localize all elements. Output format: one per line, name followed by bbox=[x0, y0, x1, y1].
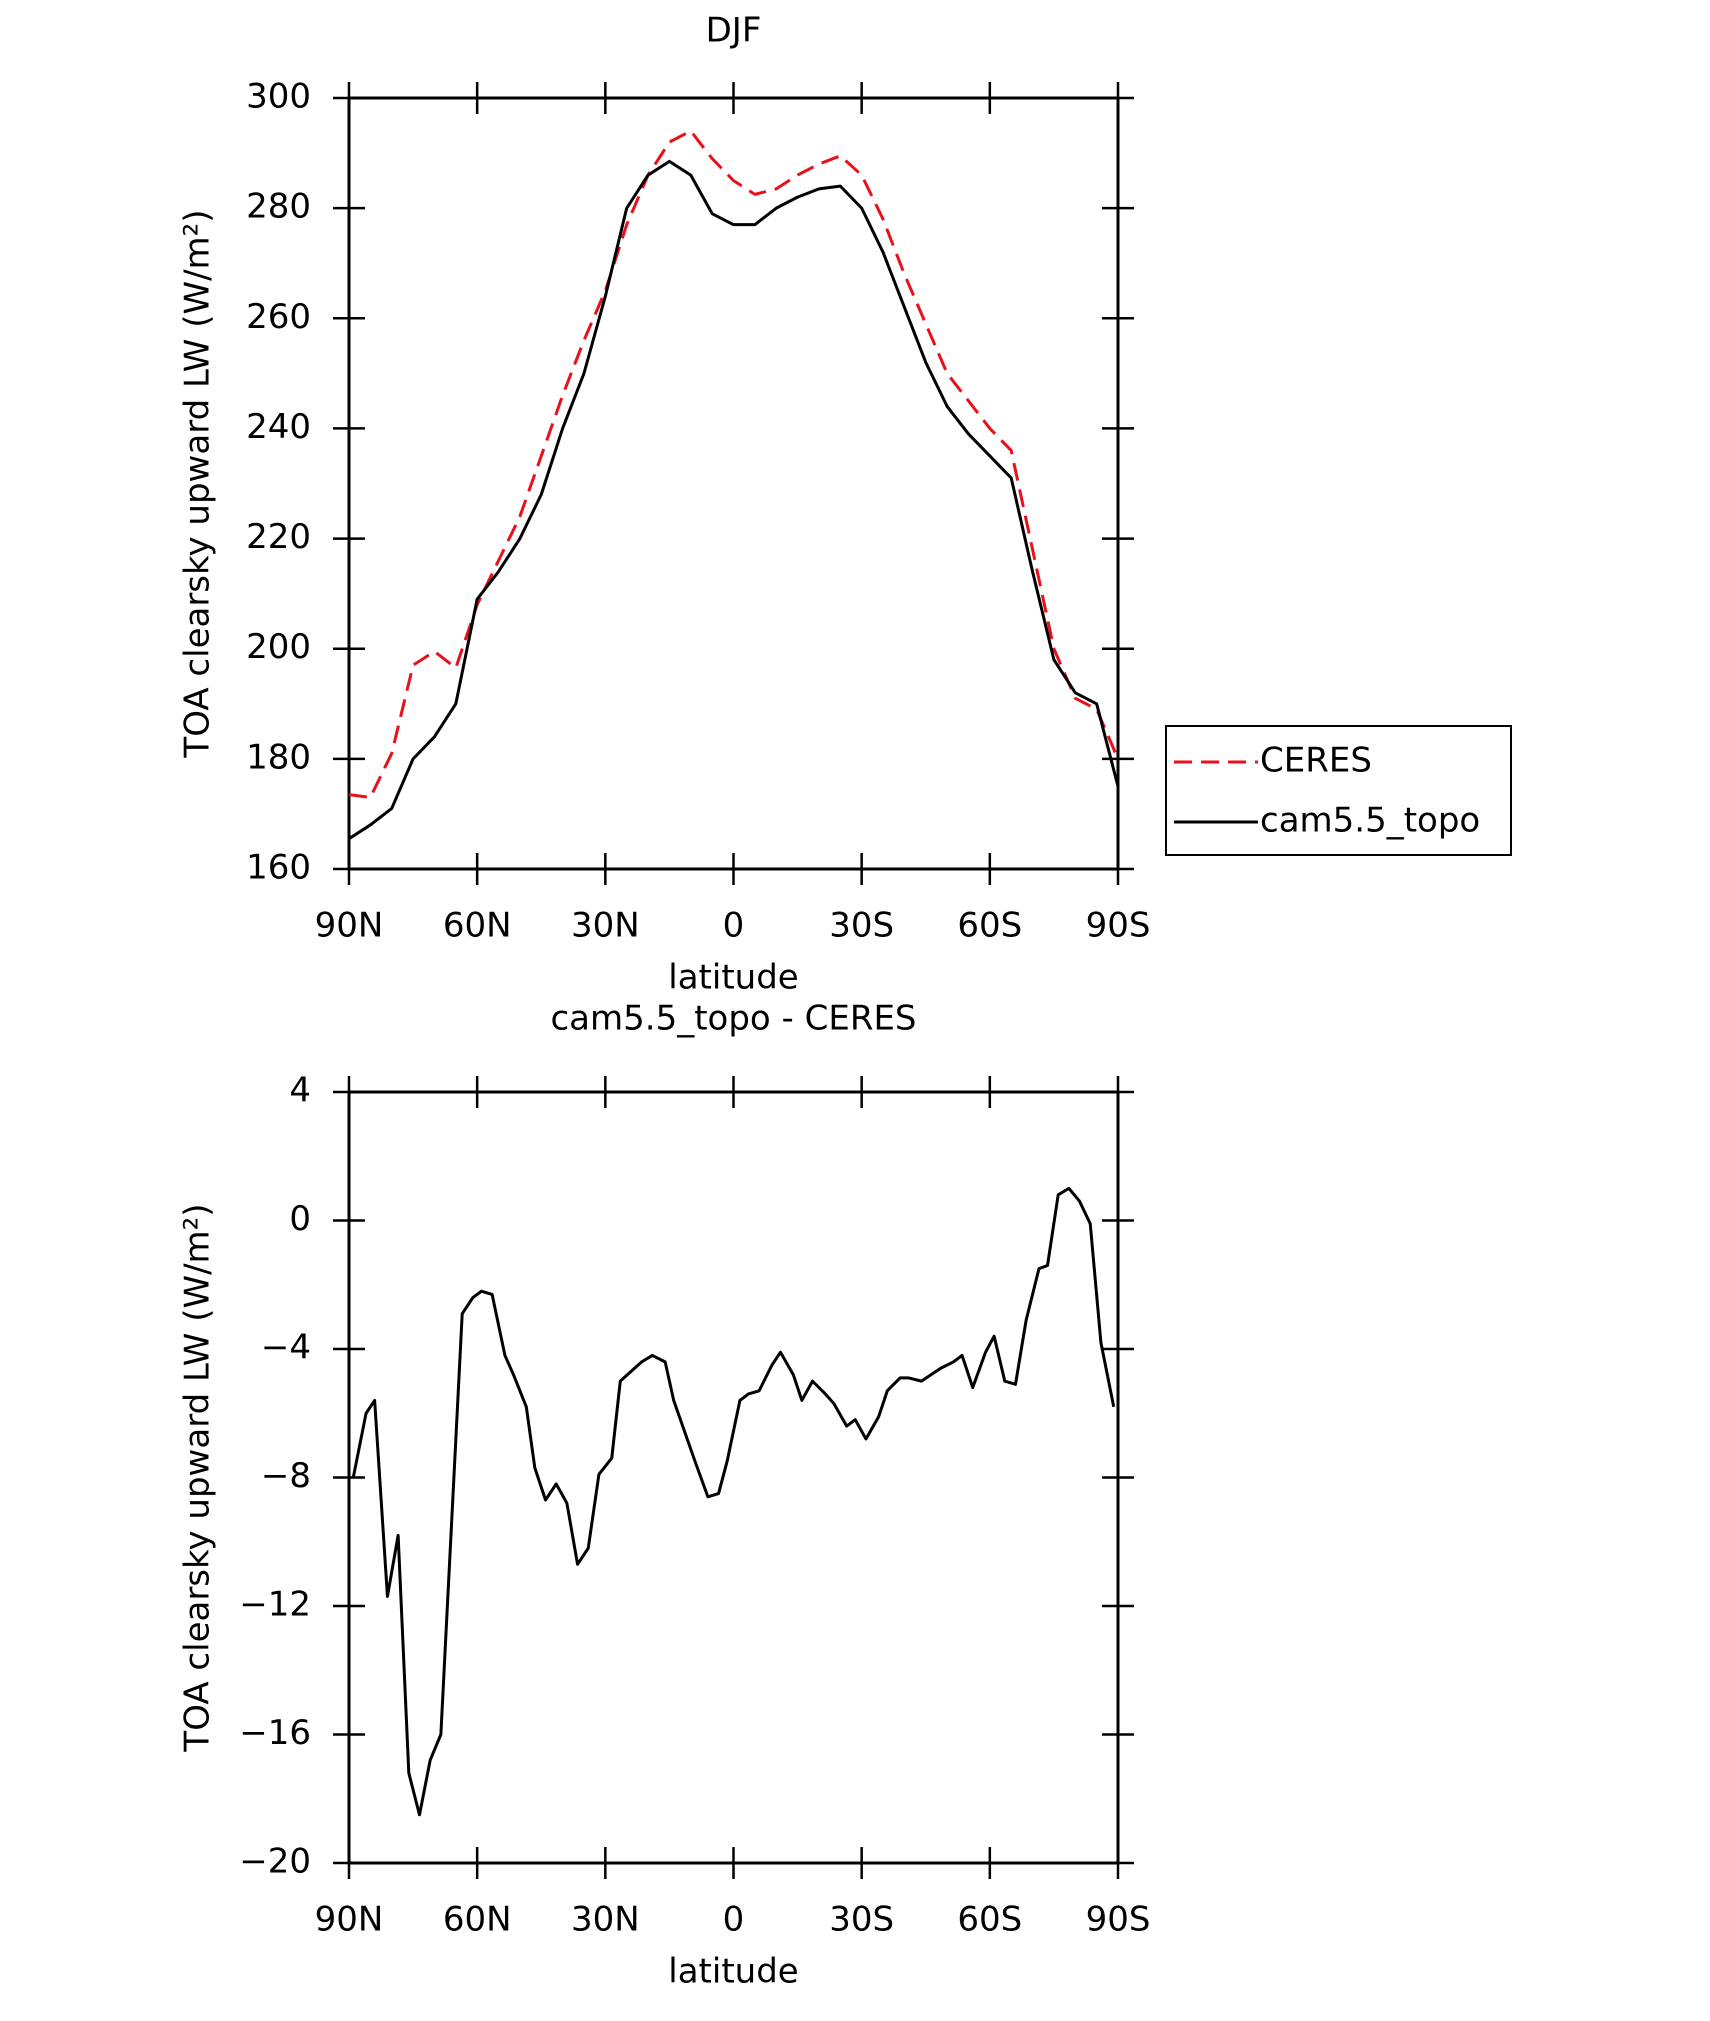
legend-label: cam5.5_topo bbox=[1260, 801, 1480, 841]
y-tick-label: 220 bbox=[246, 517, 311, 557]
y-tick-label: 280 bbox=[246, 187, 311, 227]
x-tick-label: 60S bbox=[957, 1900, 1022, 1940]
y-tick-label: 160 bbox=[246, 848, 311, 888]
x-tick-label: 90N bbox=[315, 1900, 384, 1940]
x-tick-label: 60N bbox=[443, 1900, 512, 1940]
x-tick-label: 90S bbox=[1086, 906, 1151, 946]
legend-box bbox=[1165, 725, 1512, 856]
y-tick-label: −4 bbox=[261, 1328, 311, 1368]
y-tick-label: 0 bbox=[289, 1199, 311, 1239]
y-tick-label: −12 bbox=[239, 1585, 311, 1625]
y-axis-label: TOA clearsky upward LW (W/m²) bbox=[178, 1203, 218, 1752]
chart-title: cam5.5_topo - CERES bbox=[550, 999, 916, 1039]
y-tick-label: −20 bbox=[239, 1842, 311, 1882]
x-tick-label: 30N bbox=[571, 1900, 640, 1940]
y-axis-label: TOA clearsky upward LW (W/m²) bbox=[178, 209, 218, 758]
plot-frame bbox=[347, 1090, 1120, 1865]
x-axis-label: latitude bbox=[668, 1952, 798, 1992]
legend-label: CERES bbox=[1260, 741, 1372, 781]
plot-frame bbox=[347, 96, 1120, 871]
y-tick-label: 240 bbox=[246, 407, 311, 447]
x-tick-label: 90S bbox=[1086, 1900, 1151, 1940]
x-tick-label: 60S bbox=[957, 906, 1022, 946]
y-tick-label: 260 bbox=[246, 297, 311, 337]
y-tick-label: 180 bbox=[246, 737, 311, 777]
x-tick-label: 30S bbox=[829, 906, 894, 946]
data-line bbox=[348, 129, 1120, 799]
x-tick-label: 60N bbox=[443, 906, 512, 946]
y-tick-label: 4 bbox=[289, 1071, 311, 1111]
x-tick-label: 90N bbox=[315, 906, 384, 946]
x-tick-label: 0 bbox=[723, 906, 745, 946]
data-line bbox=[351, 1186, 1116, 1817]
x-axis-label: latitude bbox=[668, 958, 798, 998]
y-tick-label: −8 bbox=[261, 1456, 311, 1496]
y-tick-label: −16 bbox=[239, 1713, 311, 1753]
chart-title: DJF bbox=[706, 11, 762, 51]
y-tick-label: 300 bbox=[246, 77, 311, 117]
x-tick-label: 30S bbox=[829, 1900, 894, 1940]
y-tick-label: 200 bbox=[246, 627, 311, 667]
x-tick-label: 30N bbox=[571, 906, 640, 946]
x-tick-label: 0 bbox=[723, 1900, 745, 1940]
data-line bbox=[348, 159, 1120, 840]
